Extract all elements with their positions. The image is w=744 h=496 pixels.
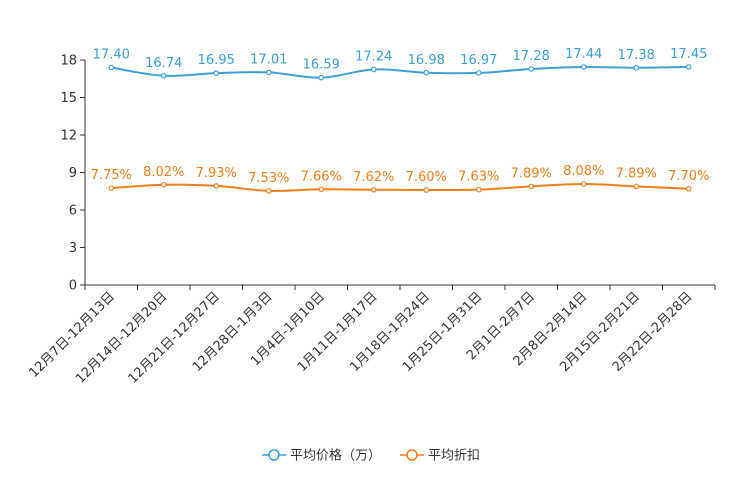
x-tick-label: 12月7日-12月13日 — [26, 289, 118, 381]
legend-item-1[interactable]: 平均折扣 — [400, 449, 480, 464]
data-label: 16.74 — [145, 56, 182, 71]
y-tick-label: 15 — [60, 91, 77, 106]
data-point[interactable] — [528, 183, 535, 190]
data-label: 7.53% — [248, 171, 289, 186]
data-point[interactable] — [685, 64, 692, 70]
data-point[interactable] — [160, 72, 167, 79]
data-point[interactable] — [265, 188, 272, 194]
data-point[interactable] — [528, 66, 535, 72]
data-point[interactable] — [213, 70, 220, 76]
data-label: 16.95 — [198, 53, 235, 68]
series-line-0 — [111, 65, 689, 79]
data-label: 17.01 — [250, 52, 287, 67]
data-label: 7.63% — [458, 170, 499, 185]
data-label: 8.08% — [563, 164, 604, 179]
data-label: 7.70% — [668, 169, 709, 184]
y-tick-label: 9 — [69, 166, 77, 181]
data-point[interactable] — [370, 66, 377, 73]
data-label: 7.93% — [196, 166, 237, 181]
legend-label: 平均价格（万） — [290, 448, 381, 464]
data-point[interactable] — [633, 64, 640, 71]
data-point[interactable] — [265, 69, 272, 76]
axes: 0 3 6 9 12 15 18 12月7日-12月13日12月14日-12月20日12月21… — [26, 54, 716, 387]
data-point[interactable] — [160, 181, 167, 188]
data-point[interactable] — [475, 70, 482, 76]
legend-marker-icon — [406, 449, 418, 461]
data-point[interactable] — [685, 185, 692, 192]
data-label: 17.38 — [618, 48, 655, 63]
data-point[interactable] — [580, 64, 587, 70]
data-label: 7.62% — [353, 170, 394, 185]
data-label: 7.75% — [91, 168, 132, 183]
data-label: 7.89% — [616, 166, 657, 181]
data-point[interactable] — [423, 69, 430, 76]
x-tick-label: 12月14日-12月20日 — [73, 289, 170, 386]
data-label: 16.59 — [303, 58, 340, 73]
data-label: 17.28 — [513, 49, 550, 64]
legend-item-0[interactable]: 平均价格（万） — [262, 448, 381, 464]
data-point[interactable] — [318, 186, 325, 193]
series-group — [108, 64, 692, 194]
data-point[interactable] — [633, 183, 640, 190]
data-point[interactable] — [580, 181, 587, 187]
data-label: 17.45 — [670, 47, 707, 62]
data-point[interactable] — [318, 74, 325, 81]
legend[interactable]: 平均价格（万） 平均折扣 — [262, 448, 480, 464]
data-label: 17.24 — [355, 50, 392, 65]
data-point[interactable] — [213, 183, 220, 189]
data-label: 17.44 — [565, 47, 602, 62]
y-tick-label: 18 — [60, 54, 77, 69]
legend-marker-icon — [268, 449, 280, 461]
y-tick-label: 3 — [69, 241, 77, 256]
data-point[interactable] — [475, 186, 482, 193]
data-label: 8.02% — [143, 165, 184, 180]
data-point[interactable] — [370, 186, 377, 193]
data-label: 7.66% — [301, 169, 342, 184]
y-tick-label: 6 — [69, 204, 77, 219]
data-point[interactable] — [108, 185, 115, 191]
x-tick-label: 12月21日-12月27日 — [126, 289, 223, 386]
y-tick-label: 12 — [60, 129, 77, 144]
series-line-1 — [111, 182, 689, 192]
data-label: 16.97 — [460, 53, 497, 68]
y-tick-label: 0 — [69, 279, 77, 294]
data-labels: 17.40 16.74 16.95 17.01 16.59 17.24 16.98 16.97… — [91, 47, 710, 186]
data-label: 7.89% — [511, 166, 552, 181]
data-label: 7.60% — [406, 170, 447, 185]
data-label: 16.98 — [408, 53, 445, 68]
data-label: 17.40 — [93, 48, 130, 63]
data-point[interactable] — [108, 64, 115, 71]
legend-label: 平均折扣 — [428, 449, 480, 464]
data-point[interactable] — [423, 187, 430, 193]
